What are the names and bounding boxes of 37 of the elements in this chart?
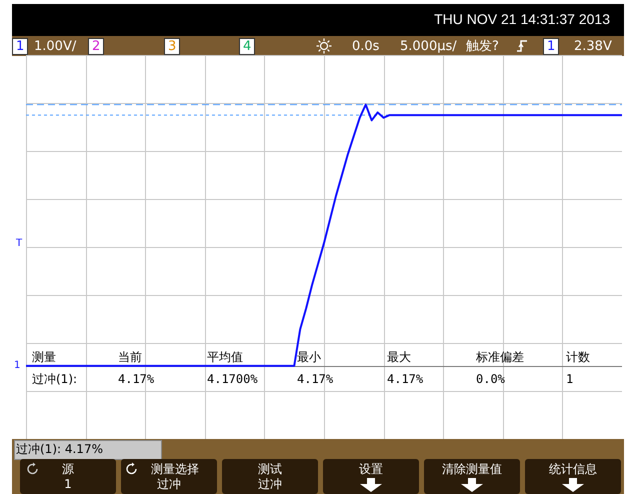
text: 1 [543,38,560,55]
text: 5.000µs/ [400,39,457,55]
text: 过冲(1): [32,371,78,387]
text: 测量选择 [150,461,200,477]
text: 设置 [358,461,384,477]
text: 统计信息 [548,461,598,477]
text: 过冲(1): 4.17% [16,441,103,457]
text: 4.17% [118,371,154,387]
text: 2.38V [574,39,612,55]
text: 测试 [257,461,283,477]
text: 过冲 [257,476,283,492]
annotation: 计数 [566,349,590,365]
text: 1.00V/ [34,39,76,55]
annotation: 最大 [387,349,411,365]
text: 1 [566,371,574,387]
text: 触发? [466,39,499,55]
text: 清除测量值 [441,461,503,477]
text: 0.0% [476,371,505,387]
text: 4.1700% [207,371,258,387]
annotation: 当前 [118,349,142,365]
chart-title: THU NOV 21 14:31:37 2013 [434,11,610,27]
text: 1 [63,476,73,492]
text: 4.17% [387,371,424,387]
annotation: 标准偏差 [476,349,524,365]
annotation: 测量 [32,349,56,365]
annotation: 平均值 [207,349,243,365]
text: 源 [61,461,75,477]
text: 0.0s [352,39,380,55]
annotation: 最小 [297,349,321,365]
text: T [16,237,22,251]
text: 3 [164,38,180,55]
text: 2 [88,38,104,55]
text: 过冲 [156,476,182,492]
text: 1 [12,38,28,55]
text: 1 [14,359,20,373]
text: 4 [239,38,256,55]
text: 4.17% [297,371,334,387]
